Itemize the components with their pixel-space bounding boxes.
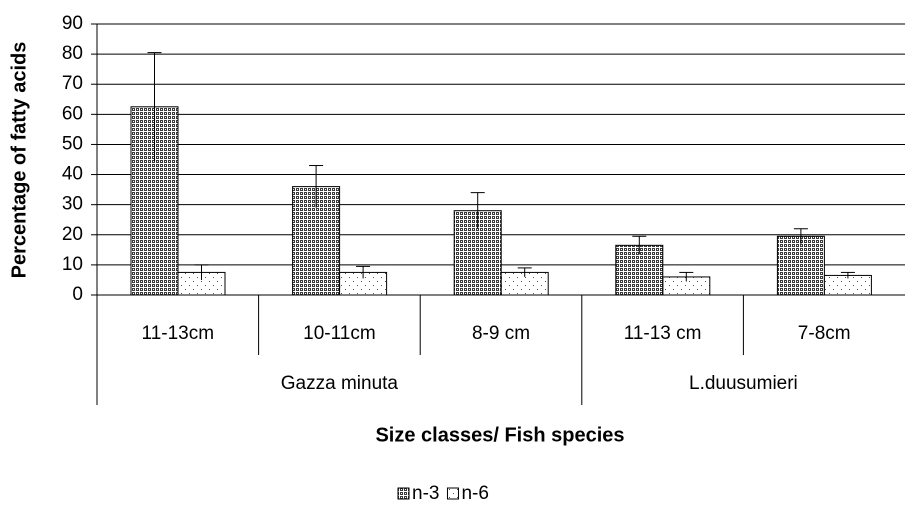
y-tick-label: 90 <box>62 13 83 34</box>
legend-swatch <box>446 487 459 500</box>
group-label: L.duusumieri <box>689 373 798 394</box>
y-tick-label: 10 <box>62 254 83 275</box>
y-tick-label: 30 <box>62 194 83 215</box>
y-tick-label: 50 <box>62 133 83 154</box>
y-tick-label: 70 <box>62 73 83 94</box>
y-tick-label: 60 <box>62 103 83 124</box>
legend-swatch <box>397 487 410 500</box>
x-tick-label: 11-13cm <box>142 323 215 344</box>
y-tick-label: 20 <box>62 224 83 245</box>
group-label: Gazza minuta <box>281 373 399 394</box>
bar <box>776 235 825 296</box>
legend-label: n-3 <box>412 483 439 504</box>
x-tick-label: 7-8cm <box>798 323 851 344</box>
x-tick-label: 11-13 cm <box>624 323 702 344</box>
x-axis-title: Size classes/ Fish species <box>375 424 624 446</box>
x-tick-label: 8-9 cm <box>472 323 530 344</box>
y-tick-label: 0 <box>72 284 83 305</box>
x-tick-label: 10-11cm <box>303 323 376 344</box>
legend-label: n-6 <box>461 483 488 504</box>
y-tick-label: 40 <box>62 164 83 185</box>
y-tick-label: 80 <box>62 43 83 64</box>
y-axis-title: Percentage of fatty acids <box>8 42 30 279</box>
